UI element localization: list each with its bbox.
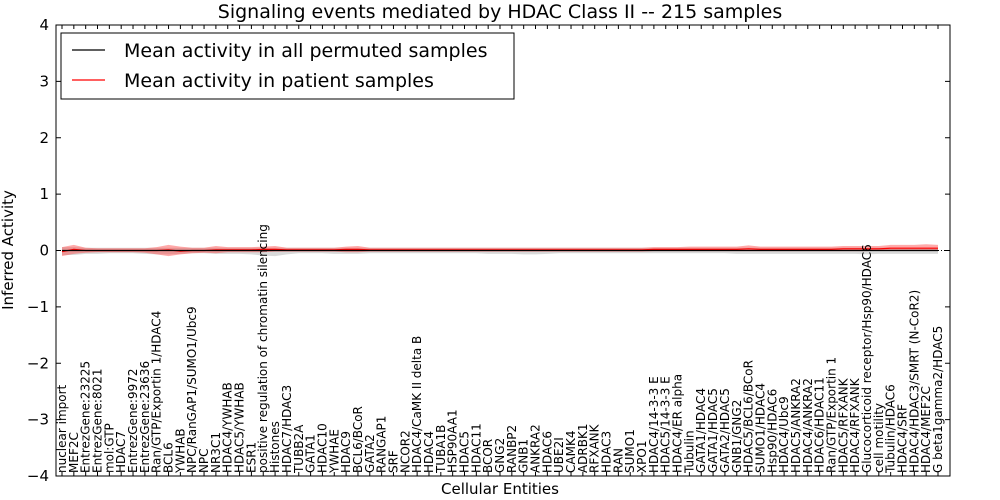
x-axis: nuclear importMEF2CEntrezGene:23225Entre… bbox=[55, 25, 945, 476]
legend-label-patient: Mean activity in patient samples bbox=[124, 70, 434, 92]
y-tick-label: −1 bbox=[27, 298, 49, 316]
x-tick-label: ESR1 bbox=[244, 442, 258, 473]
x-tick-label: RFXANK bbox=[588, 423, 602, 473]
x-tick-label: GNB1 bbox=[517, 439, 531, 473]
x-tick-label: Histones bbox=[268, 421, 282, 473]
x-tick-label: UBE2I bbox=[552, 437, 566, 473]
x-tick-label: EntrezGene:8021 bbox=[91, 368, 105, 473]
x-tick-label: HDAC4/14-3-3 E bbox=[647, 376, 661, 473]
x-tick-label: EntrezGene:23225 bbox=[79, 361, 93, 473]
x-tick-label: HDAC7/HDAC3 bbox=[280, 385, 294, 473]
x-tick-label: NPC/RanGAP1/SUMO1/Ubc9 bbox=[185, 306, 199, 473]
x-tick-label: G beta1gamma2/HDAC5 bbox=[931, 326, 945, 473]
x-tick-label: HDAC11 bbox=[469, 423, 483, 473]
x-tick-label: Glucocorticoid receptor/Hsp90/HDAC6 bbox=[860, 244, 874, 473]
x-tick-label: HDAC6/HDAC11 bbox=[813, 377, 827, 473]
x-tick-label: HSP90AA1 bbox=[446, 409, 460, 473]
x-tick-label: HDAC7 bbox=[114, 431, 128, 473]
x-tick-label: HDAC3 bbox=[600, 431, 614, 473]
x-tick-label: ANKRA2 bbox=[529, 424, 543, 473]
x-tick-label: Ran/GTP/Exportin 1/HDAC4 bbox=[150, 311, 164, 473]
x-tick-label: HDAC5 bbox=[458, 431, 472, 473]
y-tick-label: 1 bbox=[39, 185, 49, 203]
x-tick-label: HDAC5/14-3-3 E bbox=[659, 376, 673, 473]
x-tick-label: HDAC4/YWHAB bbox=[221, 382, 235, 473]
x-tick-label: CAMK4 bbox=[564, 431, 578, 473]
x-tick-label: HDAC5/RFXANK bbox=[836, 377, 850, 473]
y-tick-label: −2 bbox=[27, 354, 49, 372]
x-tick-label: HDAC5/YWHAB bbox=[233, 382, 247, 473]
x-tick-label: NR3C1 bbox=[209, 432, 223, 473]
x-tick-label: HDAC6 bbox=[540, 431, 554, 473]
y-axis: 4 3 2 1 0 −1 −2 −3 −4 bbox=[27, 16, 950, 485]
x-tick-label: ADRBK1 bbox=[576, 424, 590, 474]
x-tick-label: Tubulin/HDAC6 bbox=[884, 384, 898, 474]
x-tick-label: SUMO1/HDAC4 bbox=[753, 383, 767, 473]
x-tick-label: GNB1/GNG2 bbox=[730, 400, 744, 473]
x-tick-label: GATA1/HDAC4 bbox=[694, 388, 708, 473]
y-axis-label: Inferred Activity bbox=[0, 190, 17, 310]
x-tick-label: HDAC4 bbox=[422, 431, 436, 473]
x-tick-label: NPC bbox=[197, 448, 211, 473]
x-tick-label: GATA2 bbox=[363, 434, 377, 473]
x-tick-label: GATA1/HDAC5 bbox=[706, 388, 720, 473]
x-tick-label: YWHAE bbox=[327, 429, 341, 474]
x-tick-label: HDAC4/CaMK II delta B bbox=[410, 336, 424, 473]
x-tick-label: BCL6 bbox=[162, 442, 176, 473]
x-tick-label: RANBP2 bbox=[505, 425, 519, 473]
plot-area bbox=[56, 244, 950, 257]
x-tick-label: SUMO1 bbox=[623, 429, 637, 473]
x-tick-label: GATA2/HDAC5 bbox=[718, 388, 732, 473]
legend-box bbox=[60, 32, 515, 100]
x-tick-label: Ran/GTP/Exportin 1 bbox=[825, 357, 839, 473]
x-tick-label: YWHAB bbox=[173, 428, 187, 474]
x-tick-label: SRF bbox=[387, 450, 401, 473]
x-tick-label: XPO1 bbox=[635, 440, 649, 473]
y-tick-label: 2 bbox=[39, 129, 49, 147]
x-tick-label: TUBB2A bbox=[292, 424, 306, 474]
x-tick-label: RAN bbox=[611, 448, 625, 473]
x-tick-label: HDAC4/Ubc9 bbox=[777, 396, 791, 473]
x-tick-label: positive regulation of chromatin silenci… bbox=[256, 224, 270, 473]
x-tick-label: NCOR2 bbox=[398, 430, 412, 473]
x-tick-label: BCOR bbox=[481, 439, 495, 473]
x-tick-label: RANGAP1 bbox=[375, 416, 389, 473]
y-tick-label: 0 bbox=[39, 242, 49, 260]
x-tick-label: BCL6/BCoR bbox=[351, 406, 365, 473]
x-tick-label: EntrezGene:9972 bbox=[126, 368, 140, 473]
x-tick-label: mol:GTP bbox=[102, 423, 116, 473]
x-tick-label: HDAC9 bbox=[339, 431, 353, 473]
y-tick-label: −4 bbox=[27, 467, 49, 485]
x-tick-label: TUBA1B bbox=[434, 425, 448, 474]
legend: Mean activity in all permuted samples Me… bbox=[60, 32, 515, 100]
y-tick-label: 4 bbox=[39, 16, 49, 34]
x-axis-label: Cellular Entities bbox=[441, 480, 559, 498]
x-tick-label: HDAC10 bbox=[315, 423, 329, 473]
x-tick-label: HDAC4/ANKRA2 bbox=[801, 378, 815, 473]
chart-title: Signaling events mediated by HDAC Class … bbox=[218, 1, 782, 23]
x-tick-label: HDAC5/ANKRA2 bbox=[789, 378, 803, 473]
x-tick-label: HDAC4/HDAC3/SMRT (N-CoR2) bbox=[907, 290, 921, 473]
x-tick-label: Tubulin bbox=[682, 430, 696, 474]
x-tick-label: cell motility bbox=[872, 403, 886, 473]
y-tick-label: 3 bbox=[39, 72, 49, 90]
x-tick-label: nuclear import bbox=[55, 384, 69, 473]
x-tick-label: EntrezGene:23636 bbox=[138, 361, 152, 473]
y-tick-label: −3 bbox=[27, 411, 49, 429]
x-tick-label: HDAC4/RFXANK bbox=[848, 377, 862, 473]
x-tick-label: GATA1 bbox=[304, 434, 318, 473]
x-tick-label: GNG2 bbox=[493, 438, 507, 473]
x-tick-label: Hsp90/HDAC6 bbox=[765, 389, 779, 473]
x-tick-label: HDAC5/BCL6/BCoR bbox=[742, 360, 756, 473]
x-tick-label: HDAC4/SRF bbox=[896, 404, 910, 473]
x-tick-label: HDAC4/MEF2C bbox=[919, 386, 933, 473]
legend-label-permuted: Mean activity in all permuted samples bbox=[124, 40, 487, 62]
x-tick-label: HDAC4/ER alpha bbox=[671, 374, 685, 473]
x-tick-label: MEF2C bbox=[67, 432, 81, 473]
